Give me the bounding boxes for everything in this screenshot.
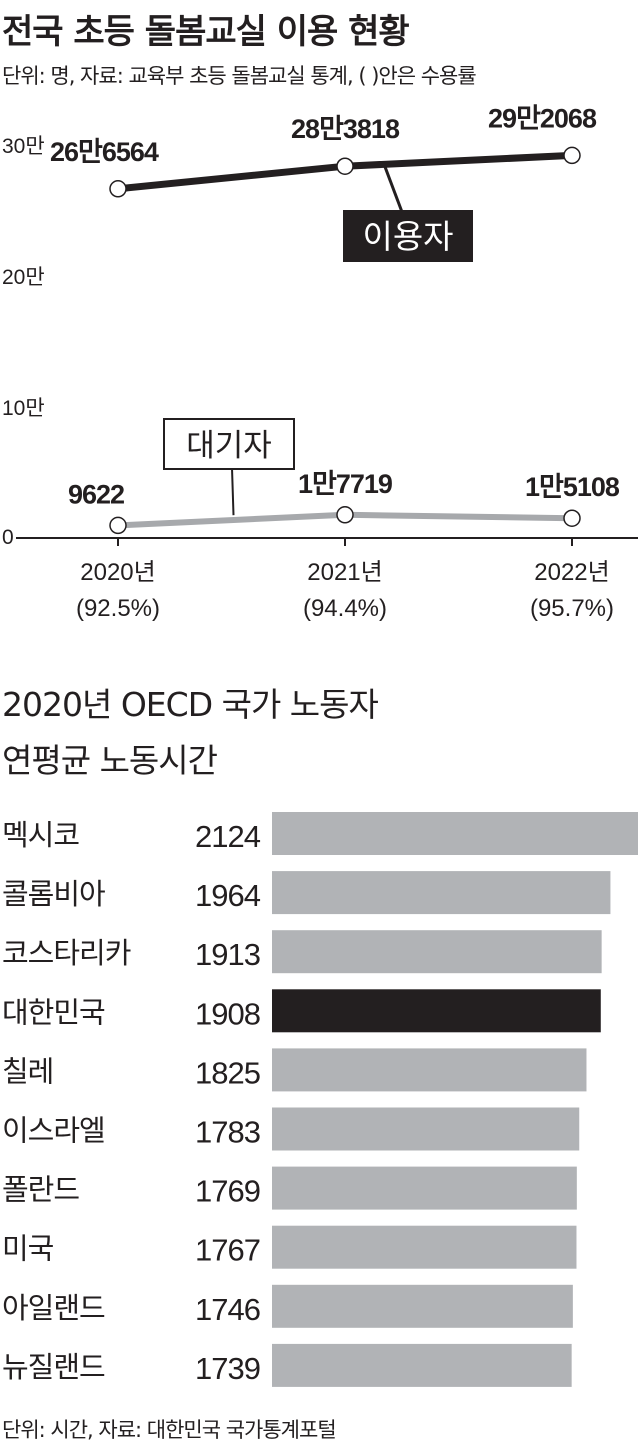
bar-category-label: 미국 — [2, 1232, 54, 1266]
bar-category-label: 아일랜드 — [2, 1291, 105, 1325]
y-tick-label: 20만 — [2, 266, 45, 289]
callout-label-waiting: 대기자 — [186, 428, 272, 464]
bar-value-label: 1913 — [195, 937, 260, 972]
bar-value-label: 1739 — [195, 1351, 260, 1386]
bar — [272, 1225, 577, 1269]
line-chart-title: 전국 초등 돌봄교실 이용 현황 — [2, 12, 410, 52]
bar — [272, 1343, 572, 1387]
data-point — [336, 506, 354, 524]
bar-category-label: 코스타리카 — [2, 936, 131, 970]
data-label: 28만3818 — [291, 114, 400, 144]
bar — [272, 1107, 580, 1151]
x-tick-sublabel: (95.7%) — [530, 595, 614, 622]
data-point — [109, 516, 127, 535]
bar-category-label: 이스라엘 — [2, 1114, 105, 1148]
bar-category-label: 폴란드 — [2, 1173, 79, 1207]
line-chart-subtitle: 단위: 명, 자료: 교육부 초등 돌봄교실 통계, ( )안은 수용률 — [2, 64, 477, 88]
bar-category-label: 멕시코 — [2, 818, 79, 852]
y-tick-label: 30만 — [2, 135, 45, 158]
data-label: 1만5108 — [525, 472, 620, 502]
x-tick-sublabel: (94.4%) — [303, 595, 387, 622]
bar — [272, 930, 602, 974]
callout-box-users — [343, 210, 473, 262]
bar-category-label: 칠레 — [2, 1054, 53, 1088]
data-point — [563, 509, 581, 527]
bar-value-label: 1964 — [195, 878, 261, 913]
callout-box-waiting — [163, 418, 295, 470]
data-point — [563, 146, 581, 165]
bar-chart-footer: 단위: 시간, 자료: 대한민국 국가통계포털 — [2, 1418, 337, 1442]
bar-chart-title-line-1: 2020년 OECD 국가 노동자 — [2, 685, 379, 724]
data-label: 26만6564 — [50, 137, 159, 167]
data-label: 1만7719 — [298, 469, 393, 499]
bar-chart-title-line-2: 연평균 노동시간 — [2, 741, 218, 780]
data-label: 29만2068 — [488, 103, 597, 133]
x-tick-label: 2021년 — [307, 559, 382, 586]
x-tick-label: 2022년 — [534, 559, 609, 586]
bar-category-label: 대한민국 — [2, 995, 105, 1029]
y-tick-label: 0 — [2, 526, 14, 549]
bar-value-label: 2124 — [195, 819, 261, 854]
bar-category-label: 콜롬비아 — [2, 877, 105, 911]
callout-leader-users — [382, 162, 404, 213]
bar-value-label: 1769 — [195, 1174, 260, 1209]
bar-category-label: 뉴질랜드 — [2, 1350, 105, 1384]
data-point — [109, 180, 127, 198]
bar — [272, 989, 601, 1033]
bar — [272, 1166, 577, 1210]
y-tick-label: 10만 — [2, 397, 45, 420]
bar — [272, 1048, 587, 1092]
bar-value-label: 1908 — [195, 996, 260, 1031]
bar — [272, 871, 611, 915]
data-label: 9622 — [68, 479, 124, 509]
data-point — [336, 157, 354, 175]
bar-value-label: 1767 — [195, 1233, 260, 1268]
bar-value-label: 1783 — [195, 1115, 260, 1150]
bar — [272, 812, 638, 855]
x-tick-sublabel: (92.5%) — [76, 595, 160, 622]
bar — [272, 1284, 573, 1328]
bar-value-label: 1746 — [195, 1292, 260, 1327]
callout-label-users: 이용자 — [362, 217, 453, 256]
bar-value-label: 1825 — [195, 1055, 260, 1090]
x-tick-label: 2020년 — [80, 559, 155, 586]
line-chart: 30만 20만 10만 0 2020년 (92.5%) 2021년 (94.4%) 2022년 (… — [2, 103, 638, 622]
